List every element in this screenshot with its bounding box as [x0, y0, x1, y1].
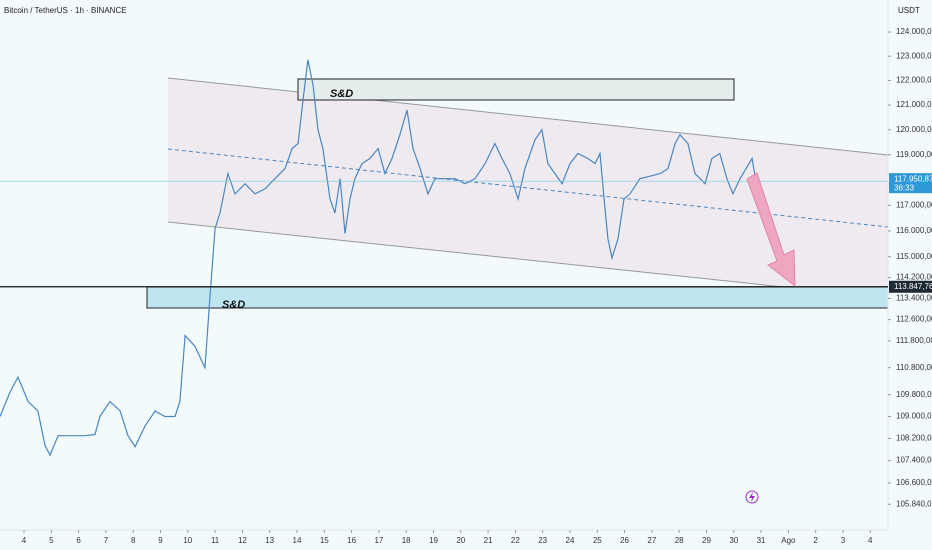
- y-tick-label: 116.000,00: [896, 226, 932, 235]
- zone-label: S&D: [222, 299, 245, 311]
- zone-label: S&D: [330, 88, 353, 100]
- x-tick-label: 23: [538, 536, 547, 545]
- y-tick-label: 109.000,00: [896, 412, 932, 421]
- y-tick-label: 112.600,00: [896, 315, 932, 324]
- supply-zone: [297, 78, 735, 101]
- x-tick-label: 3: [841, 536, 846, 545]
- y-tick-label: 115.000,00: [896, 252, 932, 261]
- y-tick-label: 117.000,00: [896, 200, 932, 209]
- x-tick-label: 21: [484, 536, 493, 545]
- x-tick-label: 17: [374, 536, 383, 545]
- plot: [0, 59, 888, 457]
- channel-upper: [167, 77, 889, 156]
- y-tick-label: 109.800,00: [896, 390, 932, 399]
- demand-zone: [146, 286, 889, 309]
- y-tick-label: 113.400,00: [896, 294, 932, 303]
- x-tick-label: 12: [238, 536, 247, 545]
- y-tick-label: 119.000,00: [896, 150, 932, 159]
- channel-lower: [167, 221, 889, 299]
- alert-bolt: [749, 492, 755, 502]
- x-tick-label: 29: [702, 536, 711, 545]
- x-tick-label: 8: [131, 536, 136, 545]
- x-tick-label: 2: [813, 536, 818, 545]
- x-tick-label: 30: [729, 536, 738, 545]
- currency: USDT: [898, 6, 920, 15]
- x-tick-label: 16: [347, 536, 356, 545]
- x-tick-label: 19: [429, 536, 438, 545]
- y-tick-label: 105.840,00: [896, 499, 932, 508]
- level-tag: [889, 280, 932, 293]
- countdown: 36:33: [894, 183, 915, 192]
- x-tick-label: 26: [620, 536, 629, 545]
- x-tick-label: 28: [675, 536, 684, 545]
- x-tick-label: 4: [22, 536, 27, 545]
- x-tick-label: 20: [456, 536, 465, 545]
- price-line: [0, 59, 756, 457]
- x-tick-label: 22: [511, 536, 520, 545]
- x-tick-label: 4: [868, 536, 873, 545]
- y-tick-label: 111.800,00: [896, 336, 932, 345]
- y-tick-label: 123.000,00: [896, 51, 932, 60]
- alert-icon[interactable]: [745, 490, 759, 504]
- y-tick-label: 124.000,00: [896, 27, 932, 36]
- x-tick-label: 18: [402, 536, 411, 545]
- chart-title: Bitcoin / TetherUS · 1h · BINANCE: [4, 6, 127, 15]
- y-tick-label: 110.800,00: [896, 363, 932, 372]
- last-price-tag: [889, 173, 932, 194]
- x-tick-label: 11: [211, 536, 220, 545]
- x-tick-label: 15: [320, 536, 329, 545]
- y-tick-label: 121.000,00: [896, 100, 932, 109]
- x-tick-label: 7: [104, 536, 109, 545]
- x-tick-label: 9: [158, 536, 163, 545]
- channel-fill: [168, 78, 888, 298]
- level-label: 113.847,76: [894, 282, 932, 291]
- x-tick-label: 10: [183, 536, 192, 545]
- x-tick-label: 27: [647, 536, 656, 545]
- x-tick-label: 6: [76, 536, 81, 545]
- last-price-label: 117.950,87: [894, 174, 932, 183]
- x-tick-label: 13: [265, 536, 274, 545]
- y-tick-label: 122.000,00: [896, 76, 932, 85]
- x-tick-label: 5: [49, 536, 54, 545]
- x-tick-label: Ago: [781, 536, 796, 545]
- y-tick-label: 114.200,00: [896, 273, 932, 282]
- y-tick-label: 120.000,00: [896, 125, 932, 134]
- x-tick-label: 25: [593, 536, 602, 545]
- y-tick-label: 106.600,00: [896, 478, 932, 487]
- x-tick-label: 14: [293, 536, 302, 545]
- y-tick-label: 107.400,00: [896, 456, 932, 465]
- y-tick-label: 108.200,00: [896, 434, 932, 443]
- arrow: [746, 172, 796, 288]
- x-tick-label: 31: [757, 536, 766, 545]
- x-tick-label: 24: [566, 536, 575, 545]
